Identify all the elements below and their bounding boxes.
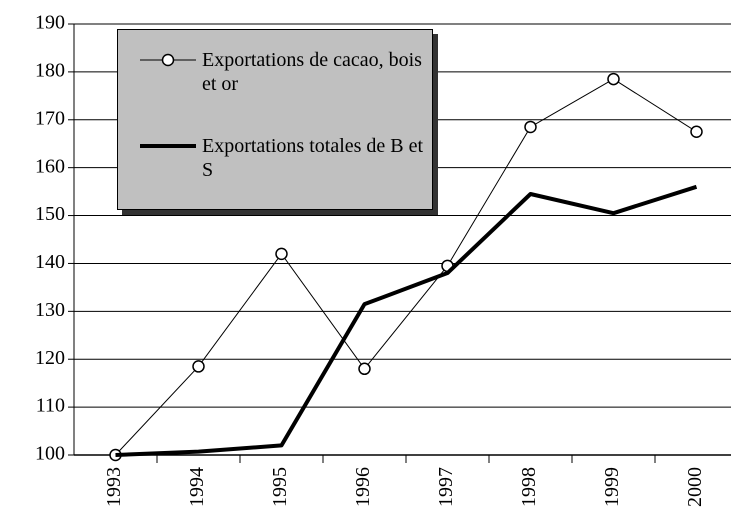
x-tick-label: 1998	[518, 467, 540, 507]
point	[358, 362, 371, 376]
series-line	[115, 184, 698, 457]
y-tick-label: 100	[35, 443, 65, 465]
legend-marker	[140, 53, 196, 67]
point	[690, 125, 703, 138]
y-tick-label: 170	[35, 107, 65, 129]
point	[607, 72, 620, 86]
legend-point	[161, 53, 175, 67]
x-tick-label: 1999	[601, 467, 623, 507]
y-tick-label: 130	[35, 299, 65, 321]
legend-label: Exportations de cacao, bois et or	[202, 49, 422, 95]
x-tick-label: 1994	[186, 467, 208, 507]
legend: Exportations de cacao, bois et or Export…	[117, 29, 433, 210]
y-tick-label: 140	[35, 251, 65, 273]
y-tick-label: 110	[36, 395, 65, 417]
x-tick-label: 2000	[684, 467, 706, 507]
x-tick-label: 1997	[435, 467, 457, 507]
y-tick-label: 190	[35, 12, 65, 34]
legend-item: Exportations totales de B et S	[138, 134, 424, 182]
x-tick-label: 1995	[269, 467, 291, 507]
y-tick-label: 180	[35, 59, 65, 81]
point	[275, 247, 288, 261]
legend-marker	[140, 144, 196, 148]
legend-item: Exportations de cacao, bois et or	[138, 48, 424, 96]
series-line	[115, 78, 697, 456]
y-tick-label: 120	[35, 347, 65, 369]
y-tick-label: 150	[35, 203, 65, 225]
y-tick-label: 160	[35, 155, 65, 177]
point	[524, 120, 537, 134]
x-tick-label: 1993	[103, 467, 125, 507]
x-tick-label: 1996	[352, 467, 374, 507]
legend-label: Exportations totales de B et S	[202, 135, 424, 181]
point	[192, 360, 205, 373]
